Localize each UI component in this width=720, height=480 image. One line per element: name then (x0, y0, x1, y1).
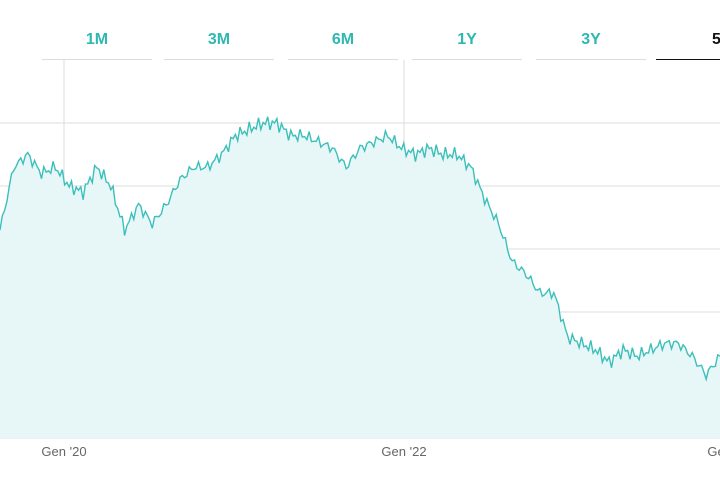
tab-6m-label: 6M (331, 31, 355, 48)
tab-1y[interactable]: 1Y (408, 12, 526, 60)
tab-5y[interactable]: 5Y (656, 12, 720, 60)
tab-6m[interactable]: 6M (284, 12, 402, 60)
tab-3m[interactable]: 3M (160, 12, 278, 60)
range-tabs: 1M 3M 6M 1Y 3Y 5Y (0, 0, 720, 60)
tab-1y-label: 1Y (457, 31, 477, 48)
tab-1m[interactable]: 1M (38, 12, 156, 60)
x-tick-label: Gen '22 (381, 444, 426, 459)
area-fill (0, 116, 720, 439)
tab-3y[interactable]: 3Y (532, 12, 650, 60)
x-tick-label: Gen '24 (707, 444, 720, 459)
price-chart[interactable]: Gen '20 Gen '22 Gen '24 (0, 60, 720, 480)
x-tick-label: Gen '20 (41, 444, 86, 459)
tab-5y-label: 5Y (712, 31, 720, 48)
tab-3y-label: 3Y (581, 31, 601, 48)
tab-1m-label: 1M (85, 31, 109, 48)
x-axis: Gen '20 Gen '22 Gen '24 (41, 444, 720, 459)
tab-3m-label: 3M (207, 31, 231, 48)
price-line (0, 116, 720, 382)
